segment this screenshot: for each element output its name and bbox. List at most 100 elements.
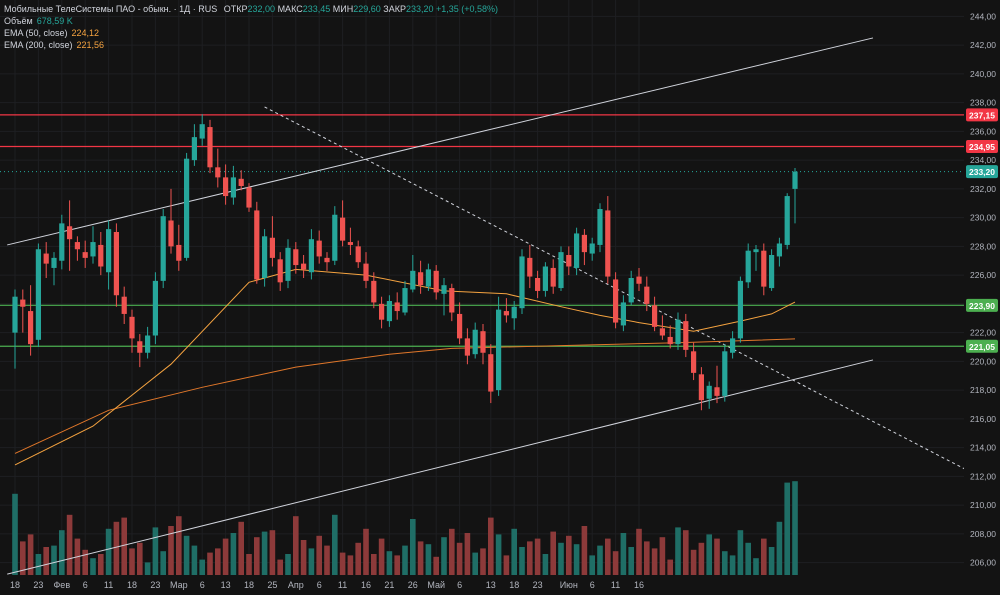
candle-body [418,272,424,286]
candle-body [246,187,252,208]
legend-volume-row[interactable]: Объём 678,59 K [4,15,498,27]
trendline[interactable] [7,359,874,575]
candle [418,260,424,294]
candle-body [277,259,283,283]
volume-bar [597,545,603,575]
volume-bar [784,482,790,575]
candle-body [730,338,736,353]
candle [137,334,143,368]
candle-body [511,306,517,319]
time-tick-label: 11 [104,580,113,590]
price-tick-label: 218,00 [970,385,996,395]
candle [207,119,213,174]
price-axis[interactable]: 206,00 208,00 210,00 212,00 214,00 216,00 218,… [964,0,1000,595]
time-tick-label: 13 [486,580,496,590]
volume-bar [51,545,57,575]
candle [636,267,642,291]
time-tick-label: Май [427,580,445,590]
time-axis[interactable]: 18 23 Фев 6 11 18 23 Мар 6 13 18 25 Апр 6 11 16 21 26 Май 6… [10,580,644,590]
candle-body [496,309,502,391]
volume-bar [651,548,658,575]
volume-bar [176,516,182,575]
candle-body [316,240,322,257]
legend-ema50-row[interactable]: EMA (50, close) 224,12 [4,27,498,39]
volume-bar [347,555,354,575]
price-tick-label: 240,00 [970,69,996,79]
price-tick-label: 214,00 [970,443,996,453]
ohlc-low-value: 229,60 [353,4,381,14]
candle-body [137,341,143,353]
volume-bar [378,538,385,575]
trendline[interactable] [7,37,874,246]
candle-body [769,255,775,289]
volume-bar [293,516,299,575]
candle-body [535,278,541,291]
volume-bar [503,555,510,575]
volume-bar [745,542,751,575]
volume-bar [714,538,720,575]
volume-bar [433,556,439,575]
ohlc-close-label: ЗАКР [383,4,406,14]
candle-body [379,303,385,320]
candle-body [347,242,353,245]
price-tick-label: 220,00 [970,356,996,366]
volume-bar [768,547,775,575]
candle [488,344,494,404]
candle [308,229,314,280]
candle [519,249,525,314]
candle-body [503,311,509,316]
legend-ema200-row[interactable]: EMA (200, close) 221,56 [4,39,498,51]
candle [98,232,104,276]
candle [152,272,158,345]
candle [324,252,330,271]
candle [737,276,743,343]
volume-bar [566,535,572,575]
symbol-title[interactable]: Мобильные ТелеСистемы ПАО - обыкн. · 1Д … [4,4,218,14]
price-tick-label: 228,00 [970,241,996,251]
candle [113,223,119,307]
volume-bar [527,541,533,575]
volume-bar [636,528,642,575]
candle-body [776,243,782,257]
volume-bar [589,555,595,575]
time-tick-label: Июн [560,580,578,590]
candle-body [425,269,431,287]
candle-body [20,299,26,307]
candle-body [698,374,704,401]
volume-bar [59,530,65,575]
candle [363,252,369,289]
candle [215,148,221,188]
candle-body [566,255,572,267]
candle [402,280,408,316]
time-tick-label: 25 [267,580,277,590]
resistance-level-tag-label: 237,15 [969,110,995,120]
candle [285,239,291,289]
volume-label: Объём [4,16,33,26]
candle-body [35,249,41,340]
trendlines[interactable] [7,37,1000,575]
time-tick-label: 6 [457,580,462,590]
volume-bar [152,527,159,575]
volume-bar [238,521,244,575]
candle-body [152,280,158,336]
candle-body [745,250,751,283]
ema50-line [14,268,796,466]
candle-body [215,167,221,178]
price-tick-label: 208,00 [970,529,996,539]
volume-bar [285,554,291,575]
candle-body [613,279,619,323]
volume-bar [488,517,494,575]
candle [527,244,533,289]
ohlc-high-value: 233,45 [302,4,331,14]
volume-bar [581,526,588,575]
candle [457,302,463,345]
candle-body [191,137,197,161]
volume-bar [511,528,517,575]
candle [67,200,73,271]
candle [761,243,767,296]
time-tick-label: Апр [288,580,304,590]
time-tick-label: 23 [33,580,43,590]
candle-body [792,171,798,189]
candle [347,227,353,255]
